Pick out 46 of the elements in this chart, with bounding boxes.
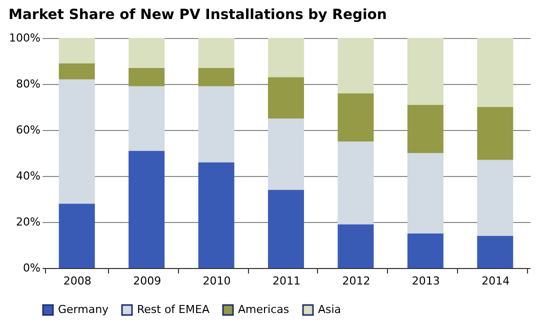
- bar: [198, 38, 234, 68]
- x-tick-label: 2010: [202, 274, 231, 288]
- bar: [58, 38, 95, 64]
- x-tick-label: 2013: [412, 274, 440, 288]
- bar: [58, 204, 95, 268]
- y-tick-label: 20%: [16, 216, 40, 228]
- bar: [128, 150, 165, 268]
- bar: [198, 162, 234, 268]
- legend-label: Asia: [318, 303, 342, 316]
- bar: [477, 107, 514, 160]
- bar: [407, 104, 444, 153]
- bar: [338, 93, 374, 142]
- bar: [477, 38, 514, 107]
- legend-label: Americas: [238, 303, 290, 316]
- bar: [338, 224, 374, 268]
- legend-label: Germany: [58, 303, 110, 316]
- y-tick-label: 60%: [16, 124, 40, 136]
- y-tick-label: 100%: [9, 32, 40, 44]
- x-tick-label: 2011: [272, 274, 300, 288]
- x-tick-label: 2008: [63, 274, 92, 288]
- bar: [477, 236, 514, 268]
- bar: [338, 142, 374, 224]
- bar: [268, 118, 304, 190]
- bar: [128, 68, 165, 86]
- bar: [198, 86, 234, 162]
- bar: [477, 160, 514, 236]
- bar: [58, 79, 95, 204]
- x-tick-label: 2012: [342, 274, 370, 288]
- legend-label: Rest of EMEA: [137, 303, 210, 316]
- bar: [407, 153, 444, 234]
- x-tick-label: 2009: [133, 274, 162, 288]
- bar: [268, 190, 304, 268]
- y-tick-label: 0%: [23, 262, 40, 274]
- bar: [268, 38, 304, 78]
- x-tick-label: 2014: [482, 274, 510, 288]
- bar: [128, 86, 165, 151]
- bar: [338, 38, 374, 94]
- bar: [198, 68, 234, 86]
- bar: [407, 234, 444, 268]
- bar: [128, 38, 165, 68]
- bar: [407, 38, 444, 105]
- bar: [268, 77, 304, 118]
- chart-title: Market Share of New PV Installations by Region: [8, 7, 387, 23]
- y-tick-label: 40%: [16, 170, 40, 182]
- y-tick-label: 80%: [16, 78, 40, 90]
- bar: [58, 63, 95, 80]
